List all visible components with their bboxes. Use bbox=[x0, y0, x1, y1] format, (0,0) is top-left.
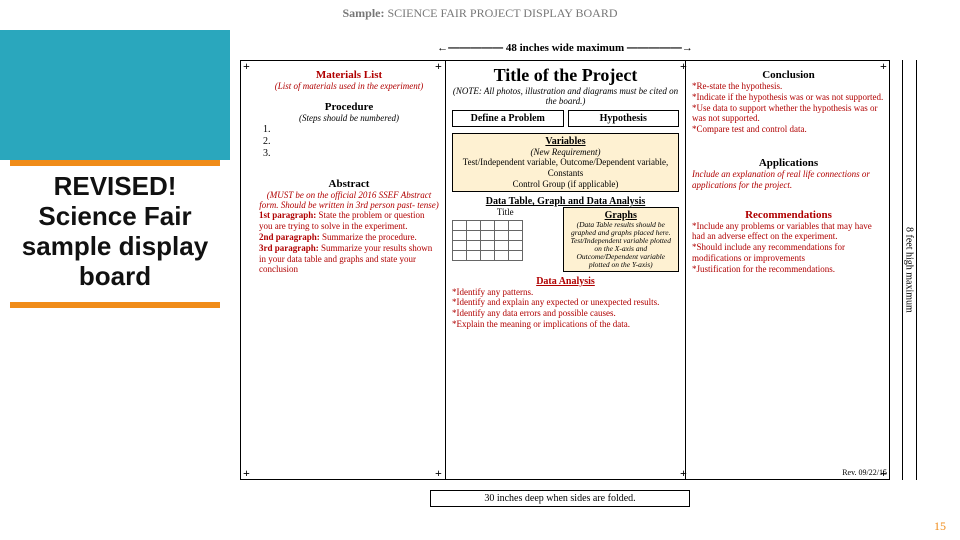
data-table-grid bbox=[452, 220, 523, 261]
variables-heading: Variables bbox=[457, 136, 674, 147]
variables-box: Variables (New Requirement) Test/Indepen… bbox=[452, 133, 679, 193]
fold-mark-icon: + bbox=[435, 466, 442, 481]
dimension-right: 8 feet high maximum bbox=[900, 60, 918, 480]
applications-text: Include an explanation of real life conn… bbox=[692, 169, 885, 191]
data-table-title: Title bbox=[452, 207, 559, 218]
revision-stamp: Rev. 09/22/15 bbox=[842, 468, 887, 477]
abstract-p1: 1st paragraph: State the problem or ques… bbox=[259, 210, 439, 232]
header-title: SCIENCE FAIR PROJECT DISPLAY BOARD bbox=[387, 6, 617, 20]
fold-mark-icon: + bbox=[880, 59, 887, 74]
conclusion-b2: *Indicate if the hypothesis was or was n… bbox=[692, 92, 885, 103]
procedure-heading: Procedure bbox=[259, 101, 439, 113]
procedure-subtext: (Steps should be numbered) bbox=[259, 113, 439, 123]
fold-mark-icon: + bbox=[680, 59, 687, 74]
procedure-list bbox=[273, 124, 439, 160]
dimension-right-label: 8 feet high maximum bbox=[902, 60, 917, 480]
hypothesis-box: Hypothesis bbox=[568, 110, 680, 127]
materials-heading: Materials List bbox=[259, 69, 439, 81]
hypothesis-heading: Hypothesis bbox=[573, 113, 675, 124]
panel-right: + + + + Conclusion *Re-state the hypothe… bbox=[686, 61, 891, 479]
fold-mark-icon: + bbox=[435, 59, 442, 74]
variables-text: Test/Independent variable, Outcome/Depen… bbox=[457, 157, 674, 189]
recommendation-b3: *Justification for the recommendations. bbox=[692, 264, 885, 275]
fold-mark-icon: + bbox=[680, 466, 687, 481]
conclusion-b3: *Use data to support whether the hypothe… bbox=[692, 103, 885, 125]
recommendation-b2: *Should include any recommendations for … bbox=[692, 242, 885, 264]
recommendation-b1: *Include any problems or variables that … bbox=[692, 221, 885, 243]
teal-accent-block bbox=[0, 30, 230, 160]
header-caption: Sample: SCIENCE FAIR PROJECT DISPLAY BOA… bbox=[0, 6, 960, 21]
panel-center: Title of the Project (NOTE: All photos, … bbox=[446, 61, 686, 479]
define-problem-heading: Define a Problem bbox=[457, 113, 559, 124]
analysis-b1: *Identify any patterns. bbox=[452, 287, 679, 298]
dimension-top-label: 48 inches wide maximum bbox=[506, 42, 624, 54]
fold-mark-icon: + bbox=[243, 59, 250, 74]
project-title-sub: (NOTE: All photos, illustration and diag… bbox=[452, 86, 679, 107]
data-table-block: Title bbox=[452, 207, 559, 271]
fold-mark-icon: + bbox=[243, 466, 250, 481]
abstract-heading: Abstract bbox=[259, 178, 439, 190]
conclusion-b1: *Re-state the hypothesis. bbox=[692, 81, 885, 92]
define-problem-box: Define a Problem bbox=[452, 110, 564, 127]
applications-heading: Applications bbox=[692, 157, 885, 169]
data-section-heading: Data Table, Graph and Data Analysis bbox=[452, 196, 679, 207]
abstract-p3: 3rd paragraph: Summarize your results sh… bbox=[259, 243, 439, 275]
panel-left: + + + + Materials List (List of material… bbox=[241, 61, 446, 479]
revised-sidebar-card: REVISED! Science Fair sample display boa… bbox=[10, 160, 220, 308]
recommendations-heading: Recommendations bbox=[692, 209, 885, 221]
analysis-b3: *Identify any data errors and possible c… bbox=[452, 308, 679, 319]
dimension-bottom: 30 inches deep when sides are folded. bbox=[430, 490, 690, 507]
abstract-p1-label: 1st paragraph: bbox=[259, 210, 316, 220]
page-number: 15 bbox=[934, 519, 946, 534]
project-title: Title of the Project bbox=[452, 65, 679, 86]
abstract-p2-label: 2nd paragraph: bbox=[259, 232, 320, 242]
graphs-box: Graphs (Data Table results should be gra… bbox=[563, 207, 680, 271]
dimension-top: ←————— 48 inches wide maximum —————→ bbox=[240, 42, 890, 54]
graphs-text: (Data Table results should be graphed an… bbox=[568, 221, 675, 268]
conclusion-b4: *Compare test and control data. bbox=[692, 124, 885, 135]
abstract-subtext: (MUST be on the official 2016 SSEF Abstr… bbox=[259, 190, 439, 211]
analysis-b2: *Identify and explain any expected or un… bbox=[452, 297, 679, 308]
abstract-p2-text: Summarize the procedure. bbox=[320, 232, 417, 242]
abstract-p2: 2nd paragraph: Summarize the procedure. bbox=[259, 232, 439, 243]
variables-sub: (New Requirement) bbox=[457, 147, 674, 157]
analysis-b4: *Explain the meaning or implications of … bbox=[452, 319, 679, 330]
conclusion-heading: Conclusion bbox=[692, 69, 885, 81]
data-analysis-heading: Data Analysis bbox=[452, 276, 679, 287]
display-board-outline: + + + + Materials List (List of material… bbox=[240, 60, 890, 480]
materials-subtext: (List of materials used in the experimen… bbox=[259, 81, 439, 91]
header-prefix: Sample: bbox=[342, 6, 384, 20]
abstract-p3-label: 3rd paragraph: bbox=[259, 243, 319, 253]
